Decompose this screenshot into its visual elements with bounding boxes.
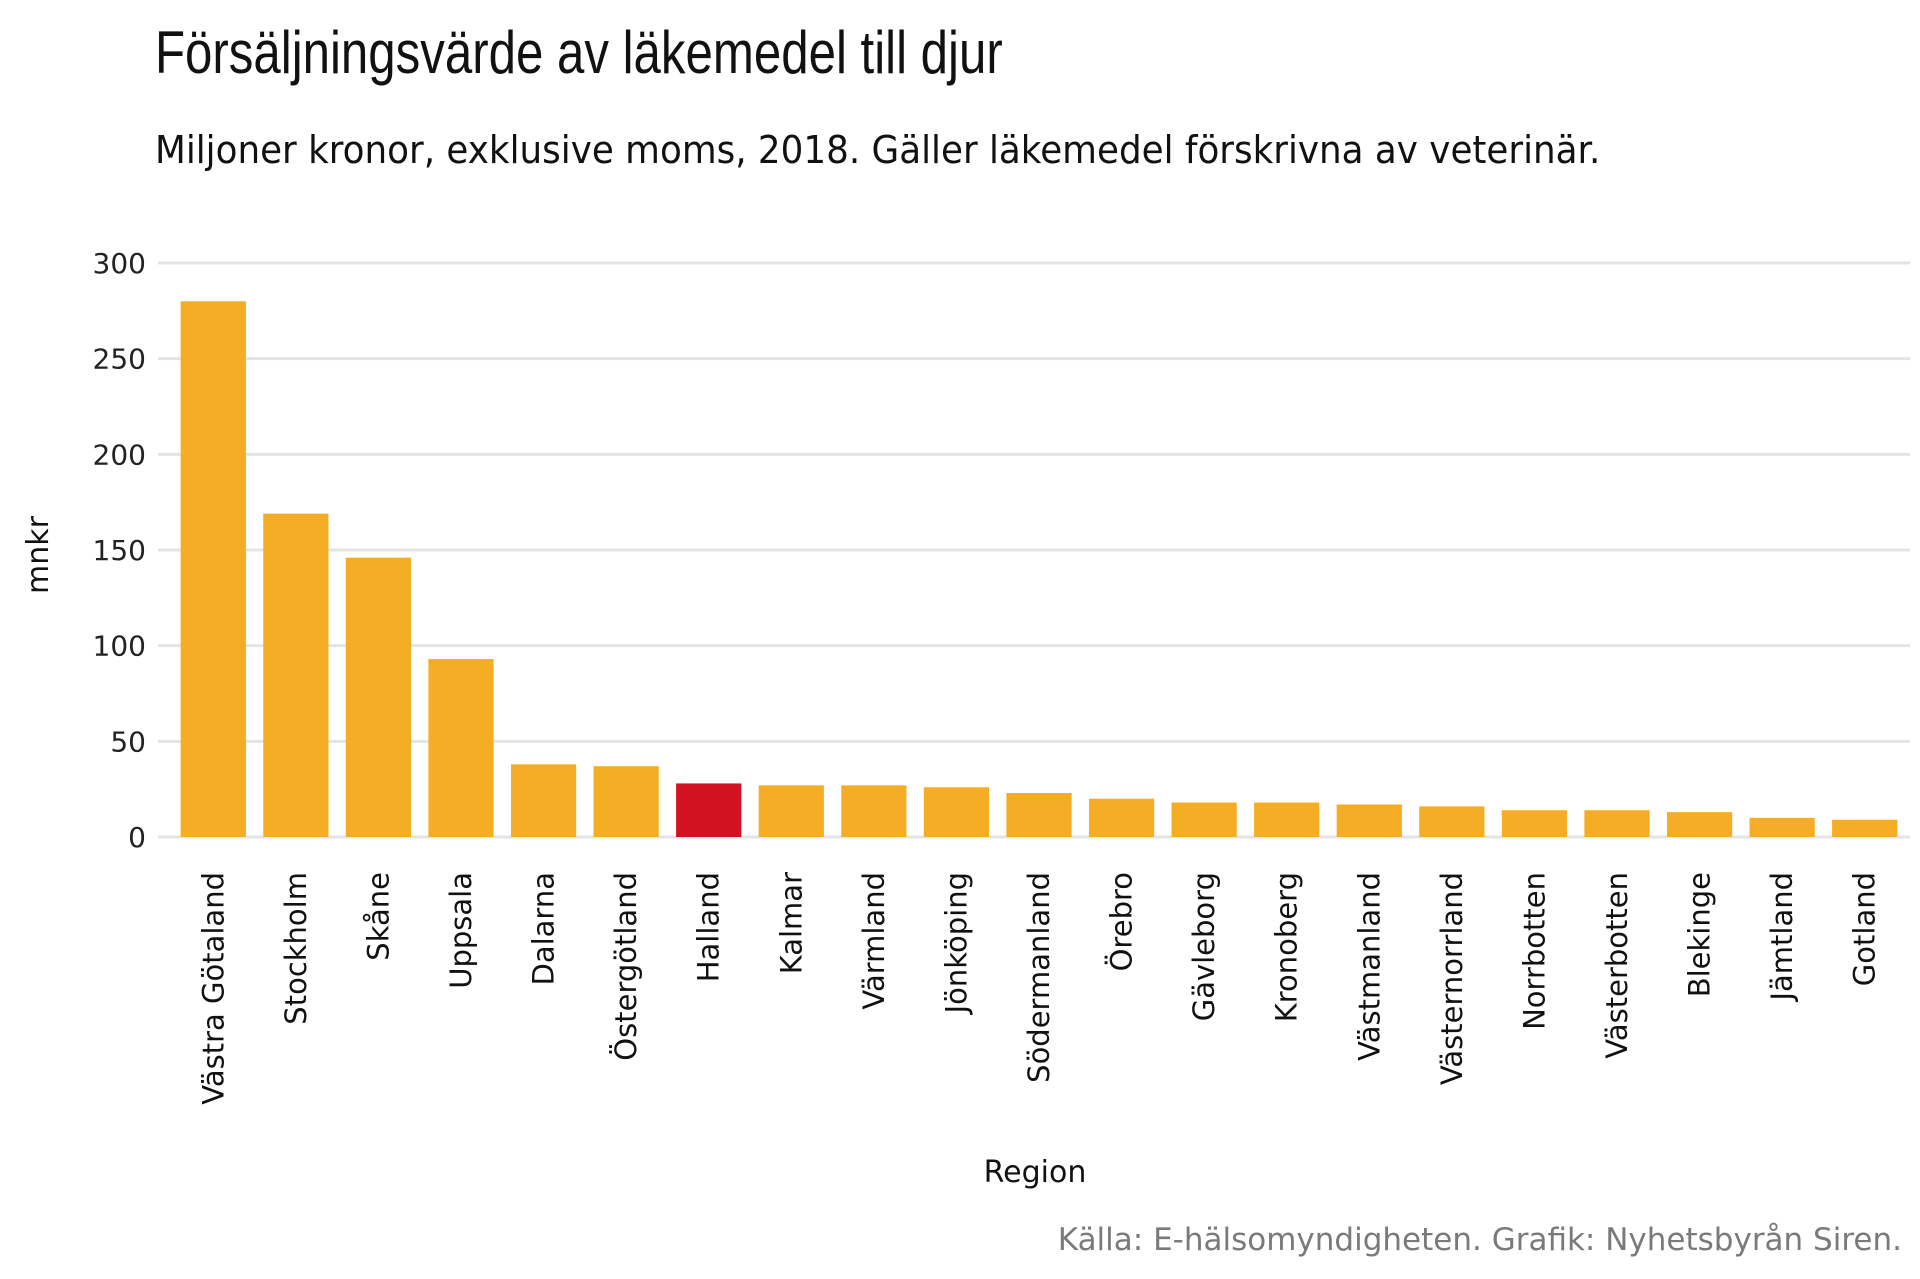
chart-title: Försäljningsvärde av läkemedel till djur <box>155 19 1003 86</box>
y-tick-label: 200 <box>93 438 146 471</box>
bar <box>923 787 990 837</box>
x-tick-label: Västmanland <box>1352 872 1386 1061</box>
chart-subtitle: Miljoner kronor, exklusive moms, 2018. G… <box>155 128 1601 172</box>
bar <box>1171 802 1237 837</box>
x-tick-label: Kalmar <box>774 872 808 974</box>
x-tick-label: Kronoberg <box>1270 872 1304 1022</box>
y-tick-label: 100 <box>93 630 146 663</box>
bar <box>180 301 246 837</box>
y-tick-label: 250 <box>93 343 146 376</box>
x-axis-ticks: Västra Götaland Stockholm Skåne Uppsala Dala… <box>196 872 1881 1105</box>
bar <box>345 557 412 837</box>
x-tick-label: Skåne <box>361 872 395 961</box>
bar <box>428 659 494 837</box>
bar <box>1419 806 1485 837</box>
y-tick-label: 50 <box>110 725 146 758</box>
x-tick-label: Gävleborg <box>1187 872 1221 1021</box>
grid-lines <box>158 261 1910 839</box>
chart-caption: Källa: E-hälsomyndigheten. Grafik: Nyhet… <box>1057 1222 1902 1258</box>
bar <box>1336 804 1402 837</box>
y-axis-title: mnkr <box>21 515 56 594</box>
bar <box>1006 792 1072 837</box>
bars <box>180 301 1898 837</box>
x-tick-label: Norrbotten <box>1517 872 1551 1030</box>
bar <box>593 766 659 837</box>
bar <box>841 785 907 837</box>
bar <box>758 785 824 837</box>
bar <box>263 513 329 837</box>
x-axis-title: Region <box>984 1155 1087 1190</box>
x-tick-label: Jämtland <box>1765 872 1799 1003</box>
bar <box>1749 817 1815 837</box>
bar <box>1584 810 1650 837</box>
bar <box>676 783 742 837</box>
y-axis-ticks: 0 50 100 150 200 250 300 <box>93 247 146 854</box>
x-tick-label: Västernorrland <box>1435 872 1469 1085</box>
x-tick-label: Södermanland <box>1022 872 1056 1083</box>
x-tick-label: Halland <box>692 872 726 982</box>
bar <box>1088 798 1155 837</box>
bar <box>510 764 577 837</box>
bar <box>1666 812 1733 837</box>
y-tick-label: 0 <box>128 821 146 854</box>
x-tick-label: Värmland <box>857 872 891 1010</box>
x-tick-label: Blekinge <box>1683 872 1717 997</box>
x-tick-label: Dalarna <box>527 872 561 986</box>
x-tick-label: Östergötland <box>609 872 643 1061</box>
bar <box>1501 810 1568 837</box>
y-tick-label: 150 <box>93 534 146 567</box>
x-tick-label: Västerbotten <box>1600 872 1634 1059</box>
y-tick-label: 300 <box>93 247 146 280</box>
x-tick-label: Jönköping <box>939 872 973 1015</box>
x-tick-label: Gotland <box>1848 872 1882 986</box>
x-tick-label: Västra Götaland <box>196 872 230 1105</box>
bar <box>1254 802 1320 837</box>
x-tick-label: Stockholm <box>279 872 313 1025</box>
bar <box>1832 819 1898 837</box>
x-tick-label: Uppsala <box>444 872 478 989</box>
x-tick-label: Örebro <box>1105 872 1139 971</box>
